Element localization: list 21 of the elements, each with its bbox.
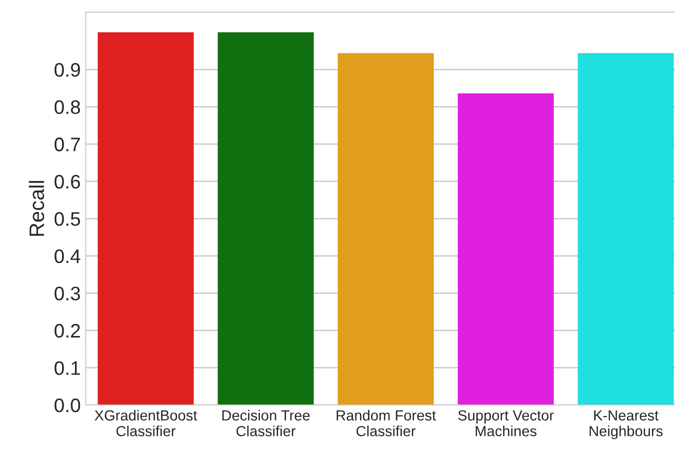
y-tick-label: 0.7: [54, 138, 80, 152]
bar: [578, 53, 674, 405]
x-tick-label: XGradientBoost Classifier: [94, 410, 198, 436]
y-tick-label: 0.0: [54, 398, 80, 412]
y-tick-label: 0.8: [54, 100, 80, 114]
y-tick-label: 0.9: [54, 63, 80, 77]
y-tick-label: 0.4: [54, 249, 80, 264]
y-tick-label: 0.2: [54, 324, 80, 338]
bar: [338, 53, 434, 405]
y-axis-title: Recall: [28, 181, 44, 236]
bar: [218, 32, 314, 405]
bar: [458, 93, 554, 405]
y-tick-label: 0.5: [54, 212, 80, 226]
x-tick-label: Decision Tree Classifier: [222, 410, 310, 436]
x-tick-label: Support Vector Machines: [458, 410, 554, 436]
x-tick-label: K-Nearest Neighbours: [590, 410, 663, 440]
y-tick-label: 0.3: [54, 286, 80, 300]
y-tick-label: 0.6: [54, 174, 80, 189]
y-tick-label: 0.1: [54, 361, 80, 375]
bar: [98, 32, 194, 405]
x-tick-label: Random Forest Classifier: [336, 410, 436, 436]
